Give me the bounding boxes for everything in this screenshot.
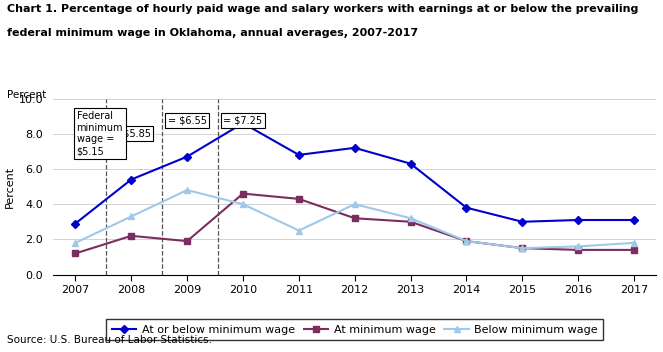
Y-axis label: Percent: Percent	[5, 165, 15, 208]
Text: Federal
minimum
wage =
$5.15: Federal minimum wage = $5.15	[76, 111, 123, 156]
Text: Percent: Percent	[7, 90, 46, 100]
Text: Chart 1. Percentage of hourly paid wage and salary workers with earnings at or b: Chart 1. Percentage of hourly paid wage …	[7, 4, 638, 13]
Text: federal minimum wage in Oklahoma, annual averages, 2007-2017: federal minimum wage in Oklahoma, annual…	[7, 28, 418, 38]
Text: = $5.85: = $5.85	[111, 128, 151, 138]
Legend: At or below minimum wage, At minimum wage, Below minimum wage: At or below minimum wage, At minimum wag…	[106, 319, 603, 340]
Text: = $7.25: = $7.25	[223, 115, 263, 125]
Text: Source: U.S. Bureau of Labor Statistics.: Source: U.S. Bureau of Labor Statistics.	[7, 335, 211, 345]
Text: = $6.55: = $6.55	[168, 115, 207, 125]
